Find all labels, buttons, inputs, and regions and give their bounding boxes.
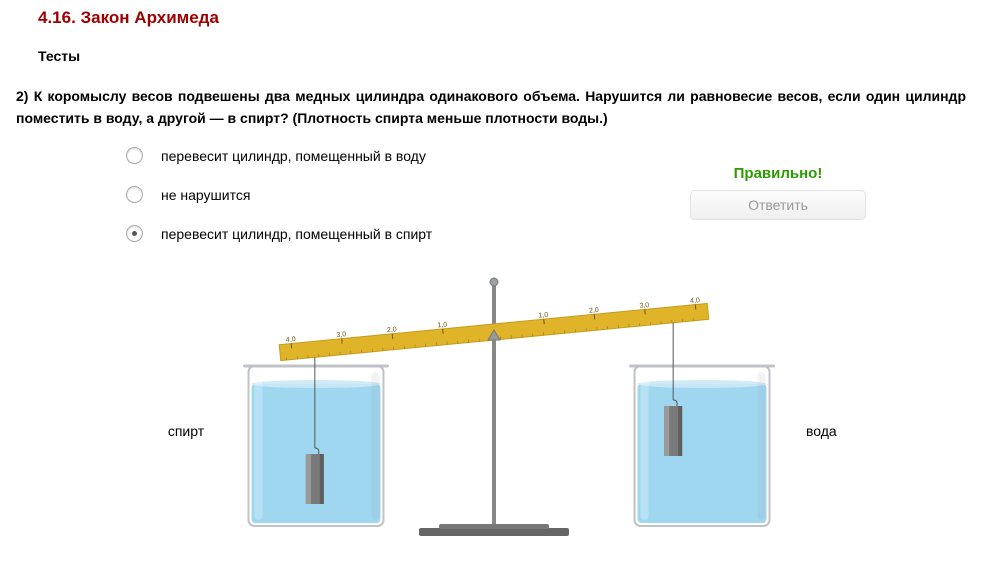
diagram-svg: 4,0 3,0 2,0 1,0 1,0 2,0 3,0 4,0 спирт вода <box>16 268 966 548</box>
answers-list: перевесит цилиндр, помещенный в воду не … <box>126 147 432 242</box>
svg-text:2,0: 2,0 <box>387 327 397 335</box>
svg-text:2,0: 2,0 <box>589 307 599 315</box>
answer-label: перевесит цилиндр, помещенный в воду <box>161 148 426 164</box>
section-title: 4.16. Закон Архимеда <box>38 8 966 28</box>
svg-text:1,0: 1,0 <box>437 322 447 330</box>
submit-button[interactable]: Ответить <box>690 190 866 220</box>
answer-option[interactable]: не нарушится <box>126 186 432 203</box>
experiment-diagram: 4,0 3,0 2,0 1,0 1,0 2,0 3,0 4,0 спирт вода <box>16 268 966 548</box>
answer-label: не нарушится <box>161 187 250 203</box>
answer-option[interactable]: перевесит цилиндр, помещенный в воду <box>126 147 432 164</box>
svg-text:4,0: 4,0 <box>286 336 296 344</box>
answer-option[interactable]: перевесит цилиндр, помещенный в спирт <box>126 225 432 242</box>
radio-icon[interactable] <box>126 147 143 164</box>
answers-area: перевесит цилиндр, помещенный в воду не … <box>16 147 966 242</box>
feedback-text: Правильно! <box>690 165 866 182</box>
svg-text:вода: вода <box>806 423 837 439</box>
question-text: 2) К коромыслу весов подвешены два медны… <box>16 86 966 129</box>
svg-text:3,0: 3,0 <box>336 332 346 340</box>
svg-text:спирт: спирт <box>168 423 205 439</box>
svg-text:4,0: 4,0 <box>690 298 700 306</box>
subsection-label: Тесты <box>38 48 966 64</box>
svg-text:1,0: 1,0 <box>538 312 548 320</box>
answer-label: перевесит цилиндр, помещенный в спирт <box>161 226 432 242</box>
radio-icon[interactable] <box>126 225 143 242</box>
radio-icon[interactable] <box>126 186 143 203</box>
feedback-column: Правильно! Ответить <box>690 147 866 220</box>
svg-text:3,0: 3,0 <box>639 302 649 310</box>
